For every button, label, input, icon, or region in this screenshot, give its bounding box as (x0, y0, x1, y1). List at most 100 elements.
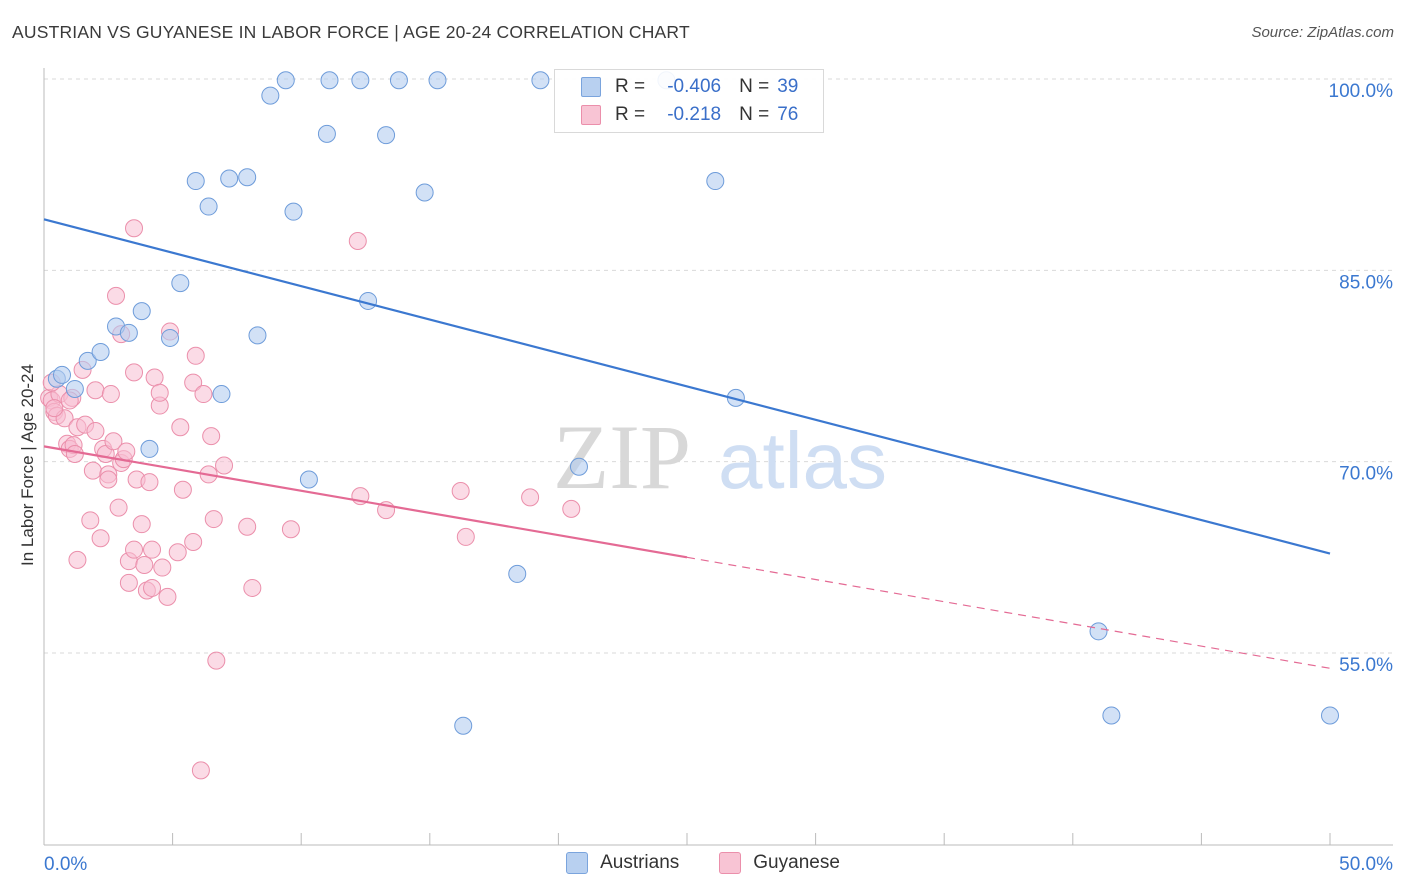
y-tick-label: 100.0% (1329, 81, 1394, 102)
y-tick-label: 85.0% (1339, 272, 1393, 293)
guyanese-point (562, 499, 581, 518)
guyanese-point (281, 520, 300, 539)
guyanese-point (143, 578, 162, 597)
legend-swatch-guyanese (581, 105, 601, 125)
guyanese-point (153, 558, 172, 577)
legend-swatch-guyanese (719, 852, 742, 874)
guyanese-point (238, 517, 257, 536)
austrians-point (53, 365, 72, 384)
axes (43, 68, 1393, 846)
austrians-point (320, 71, 339, 90)
austrians-point (454, 716, 473, 735)
austrians-point (389, 71, 408, 90)
austrians-point (171, 274, 190, 293)
guyanese-point (184, 533, 203, 552)
austrians-point (91, 342, 110, 361)
guyanese-point (348, 231, 367, 250)
guyanese-point (186, 346, 205, 365)
austrians-point (119, 323, 138, 342)
guyanese-point (91, 529, 110, 548)
austrians-point (248, 326, 267, 345)
y-axis-label: In Labor Force | Age 20-24 (18, 364, 37, 566)
austrians-point (706, 172, 725, 191)
guyanese-point (184, 373, 203, 392)
austrians-point (377, 126, 396, 145)
guyanese-point (158, 587, 177, 606)
chart-title: AUSTRIAN VS GUYANESE IN LABOR FORCE | AG… (12, 22, 690, 42)
guyanese-point (107, 286, 126, 305)
legend-r-label: R = (615, 104, 646, 125)
legend-label-guyanese: Guyanese (753, 852, 840, 873)
guyanese-point (119, 573, 138, 592)
austrians-point (351, 71, 370, 90)
x-tick-left: 0.0% (44, 854, 87, 875)
austrians-point (65, 379, 84, 398)
austrians-point (1321, 706, 1339, 725)
legend-r-value: -0.406 (667, 76, 722, 97)
guyanese-point (101, 385, 120, 404)
guyanese-point (99, 470, 118, 489)
austrians-point (415, 183, 434, 202)
series-legend: Austrians Guyanese (0, 852, 1406, 874)
legend-item-guyanese: Guyanese (719, 852, 840, 874)
legend-row-guyanese: R = -0.218 N = 76 (581, 104, 798, 126)
guyanese-point (202, 427, 221, 446)
guyanese-point (168, 543, 187, 562)
austrians-point (428, 71, 447, 90)
austrians-point (284, 202, 303, 221)
austrians-point (317, 124, 336, 143)
guyanese-point (145, 368, 164, 387)
guyanese-point (125, 219, 144, 238)
series-austrians-points (47, 71, 1339, 735)
y-tick-labels: 55.0% 70.0% 85.0% 100.0% (1329, 81, 1394, 676)
guyanese-trend-extension (686, 556, 1331, 669)
guyanese-point (117, 442, 136, 461)
guyanese-point (125, 540, 144, 559)
watermark-atlas: atlas (718, 416, 887, 505)
austrians-point (186, 172, 205, 191)
austrians-point (261, 86, 280, 105)
guyanese-point (104, 432, 123, 451)
austrians-point (78, 351, 97, 370)
guyanese-point (68, 550, 87, 569)
legend-r-label: R = (615, 76, 646, 97)
legend-label-austrians: Austrians (600, 852, 680, 873)
austrians-trend-line (43, 218, 1331, 555)
chart-source: Source: ZipAtlas.com (1251, 24, 1394, 41)
guyanese-point (150, 383, 169, 402)
guyanese-point (171, 418, 190, 437)
guyanese-point (86, 381, 105, 400)
legend-n-value: 76 (777, 104, 799, 125)
guyanese-point (521, 488, 540, 507)
legend-n-value: 39 (777, 76, 799, 97)
legend-swatch-austrians (581, 77, 601, 97)
x-tick-right: 50.0% (1339, 854, 1393, 875)
watermark: ZIP atlas (553, 406, 887, 508)
austrians-point (569, 457, 588, 476)
guyanese-point (81, 511, 100, 530)
austrians-point (132, 302, 151, 321)
watermark-zip: ZIP (553, 406, 691, 508)
legend-r-value: -0.218 (667, 104, 722, 125)
guyanese-point (45, 399, 64, 418)
legend-n-label: N = (739, 104, 770, 125)
guyanese-point (135, 555, 154, 574)
correlation-legend: R = -0.406 N = 39 R = -0.218 N = 76 (554, 69, 824, 133)
guyanese-point (140, 473, 159, 492)
guyanese-point (451, 482, 470, 501)
guyanese-point (65, 445, 84, 464)
guyanese-point (243, 578, 262, 597)
guyanese-point (191, 761, 210, 780)
austrians-point (140, 439, 159, 458)
guyanese-trend-line (43, 445, 688, 559)
austrians-point (1089, 622, 1108, 641)
austrians-point (161, 328, 180, 347)
legend-swatch-austrians (566, 852, 589, 874)
guyanese-point (215, 456, 234, 475)
guyanese-point (132, 515, 151, 534)
austrians-point (299, 470, 318, 489)
y-tick-label: 70.0% (1339, 464, 1393, 485)
grid-lines (44, 78, 1393, 654)
legend-n-label: N = (739, 76, 770, 97)
